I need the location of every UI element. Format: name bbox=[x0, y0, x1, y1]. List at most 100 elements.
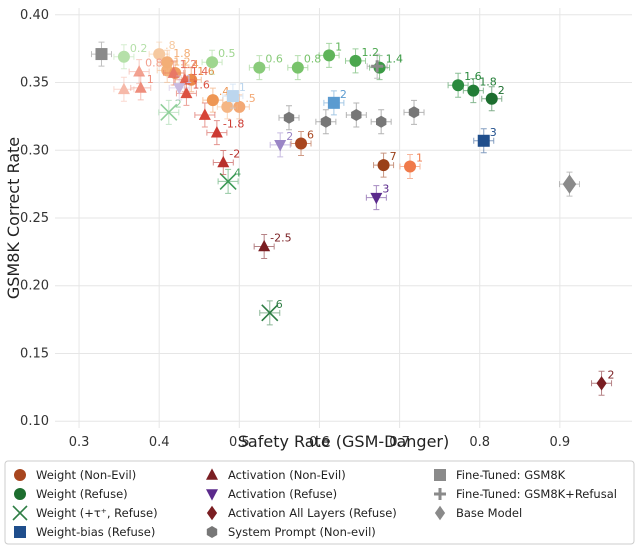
point-label: 0.6 bbox=[265, 53, 283, 66]
point-label: -2 bbox=[229, 147, 240, 160]
data-point: 1.8 bbox=[462, 76, 497, 104]
data-point: -1.8 bbox=[206, 118, 244, 146]
legend-label: Weight (+τ⁺, Refuse) bbox=[36, 506, 158, 520]
legend-label: Fine-Tuned: GSM8K+Refusal bbox=[456, 487, 617, 501]
point-marker bbox=[562, 174, 577, 194]
legend-marker bbox=[14, 526, 26, 538]
point-label: 4 bbox=[234, 166, 241, 179]
data-point: 2 bbox=[269, 130, 293, 158]
data-point: 1 bbox=[318, 40, 342, 68]
legend-marker bbox=[206, 526, 218, 538]
point-label: 1.8 bbox=[479, 76, 497, 89]
data-point: 0.2 bbox=[113, 42, 148, 70]
y-tick-label: 0.25 bbox=[20, 211, 49, 226]
data-point: 2 bbox=[158, 97, 182, 125]
point-marker bbox=[258, 239, 271, 252]
data-point: 1 bbox=[130, 73, 154, 101]
data-point bbox=[345, 102, 367, 128]
point-marker bbox=[117, 82, 130, 95]
data-point: 2 bbox=[481, 84, 505, 112]
point-label: 1.4 bbox=[191, 65, 209, 78]
data-point: 1.6 bbox=[175, 78, 210, 106]
point-marker bbox=[274, 140, 287, 152]
point-marker bbox=[477, 134, 490, 147]
legend-label: Activation (Refuse) bbox=[228, 487, 337, 501]
point-marker bbox=[320, 115, 332, 128]
data-point: -2.5 bbox=[253, 231, 292, 259]
legend-item: System Prompt (Non-evil) bbox=[206, 525, 376, 539]
legend-marker bbox=[434, 488, 446, 500]
data-point: 2 bbox=[323, 88, 347, 116]
point-label: -2.5 bbox=[270, 231, 291, 244]
point-label: 2 bbox=[286, 130, 293, 143]
point-marker bbox=[233, 100, 246, 113]
point-marker bbox=[408, 106, 420, 119]
legend-marker bbox=[206, 468, 218, 480]
point-label: 3 bbox=[490, 126, 497, 139]
point-marker bbox=[95, 48, 108, 61]
legend-marker bbox=[206, 505, 218, 521]
point-label: 6 bbox=[276, 298, 283, 311]
legend-items: Weight (Non-Evil) Weight (Refuse) Weight (… bbox=[12, 468, 617, 539]
x-tick-label: 0.4 bbox=[149, 435, 170, 450]
point-label: 1.6 bbox=[464, 70, 482, 83]
legend-marker bbox=[14, 469, 26, 481]
legend-item: Weight (Refuse) bbox=[14, 487, 128, 501]
point-label: .5 bbox=[245, 92, 256, 105]
point-marker bbox=[349, 54, 362, 67]
point-label: 1 bbox=[185, 73, 192, 86]
legend-label: Fine-Tuned: GSM8K bbox=[456, 468, 566, 482]
data-points: .81.21.41.61.8.4.576710.20.50.60.811.21.… bbox=[90, 39, 615, 396]
point-marker bbox=[160, 103, 178, 121]
point-label: 1.2 bbox=[362, 46, 380, 59]
point-label: 0.5 bbox=[218, 47, 236, 60]
data-point: 6 bbox=[290, 128, 314, 156]
point-label: 1.6 bbox=[192, 78, 210, 91]
data-point: 1.2 bbox=[345, 46, 380, 74]
point-marker bbox=[291, 61, 304, 74]
data-point: 4 bbox=[217, 166, 241, 194]
point-label: 0.2 bbox=[130, 42, 148, 55]
point-marker bbox=[253, 61, 266, 74]
point-marker bbox=[117, 50, 130, 63]
point-marker bbox=[404, 160, 417, 173]
point-label: .8 bbox=[165, 39, 176, 52]
legend-label: Weight-bias (Refuse) bbox=[36, 525, 155, 539]
data-point: .4 bbox=[202, 85, 229, 113]
point-marker bbox=[467, 84, 480, 97]
legend-label: Base Model bbox=[456, 506, 522, 520]
y-axis-label: GSM8K Correct Rate bbox=[4, 137, 23, 299]
point-marker bbox=[226, 90, 239, 103]
x-tick-label: 0.3 bbox=[69, 435, 90, 450]
point-marker bbox=[377, 159, 390, 172]
point-marker bbox=[217, 155, 230, 168]
y-tick-label: 0.30 bbox=[20, 143, 49, 158]
data-point: 3 bbox=[473, 126, 497, 154]
data-point: 3 bbox=[365, 183, 389, 211]
data-point bbox=[194, 102, 216, 128]
data-point: 0.5 bbox=[201, 47, 236, 75]
y-tick-label: 0.20 bbox=[20, 279, 49, 294]
point-label: 0.8 bbox=[304, 53, 322, 66]
point-marker bbox=[153, 48, 166, 61]
legend-label: Weight (Refuse) bbox=[36, 487, 128, 501]
point-label: 1 bbox=[239, 81, 246, 94]
point-label: 1 bbox=[335, 40, 342, 53]
point-marker bbox=[283, 111, 295, 124]
data-point: 1 bbox=[399, 152, 423, 180]
data-point bbox=[90, 41, 112, 67]
legend-label: Activation (Non-Evil) bbox=[228, 468, 346, 482]
point-marker bbox=[376, 115, 387, 128]
legend-label: System Prompt (Non-evil) bbox=[228, 525, 376, 539]
point-marker bbox=[173, 83, 186, 95]
point-marker bbox=[134, 81, 147, 93]
point-marker bbox=[327, 96, 340, 109]
x-tick-label: 0.6 bbox=[309, 435, 330, 450]
data-point bbox=[403, 99, 425, 125]
data-point: 1 bbox=[222, 81, 246, 109]
data-point: 1.8 bbox=[156, 47, 191, 75]
y-tick-label: 0.10 bbox=[20, 414, 49, 429]
point-label: 1.8 bbox=[173, 47, 191, 60]
point-marker bbox=[351, 109, 362, 121]
legend-item: Weight (Non-Evil) bbox=[14, 468, 136, 482]
